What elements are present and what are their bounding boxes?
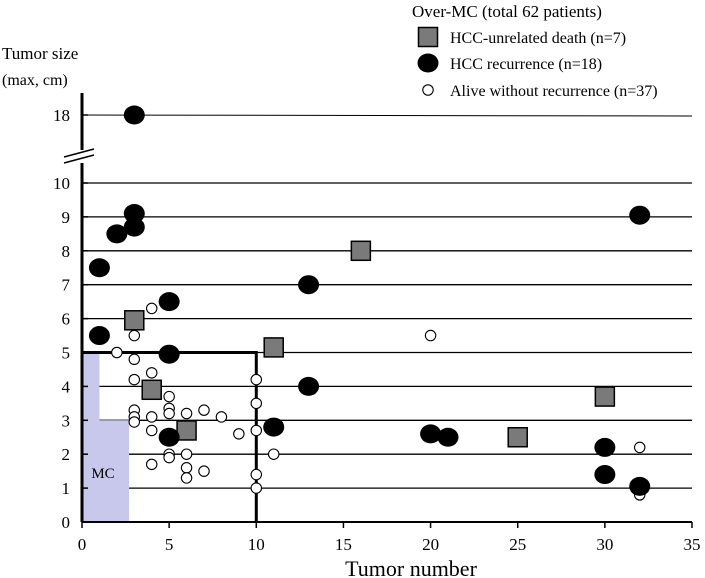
legend-label: HCC recurrence (n=18) [450, 56, 602, 73]
data-point [176, 420, 197, 441]
grid-line [81, 114, 693, 117]
data-point [145, 367, 158, 379]
data-point [633, 441, 646, 454]
data-point [263, 417, 285, 437]
data-point [158, 427, 180, 447]
over-mc-box [82, 351, 258, 522]
data-point [250, 482, 263, 494]
x-tick-label: 30 [596, 535, 613, 554]
data-point [163, 390, 175, 403]
data-point [123, 217, 145, 237]
legend-title: Over-MC (total 62 patients) [412, 2, 602, 21]
mc-region-layer [82, 351, 258, 522]
data-point [145, 424, 158, 437]
data-point [298, 376, 320, 396]
legend-label: Alive without recurrence (n=37) [450, 83, 658, 100]
data-point [629, 205, 651, 225]
data-point [594, 386, 616, 407]
data-point [180, 448, 193, 460]
mc-region [82, 352, 130, 522]
data-point [298, 275, 320, 295]
data-point [128, 329, 141, 342]
data-point [158, 292, 180, 312]
data-point [350, 240, 372, 262]
y-tick-label: 7 [62, 276, 71, 295]
x-tick-label: 10 [248, 535, 265, 554]
y-tick-label: 3 [62, 411, 71, 430]
data-point [198, 404, 210, 416]
data-point [250, 424, 263, 437]
y-tick-label: 1 [62, 479, 71, 498]
data-point [128, 373, 141, 386]
y-axis-label-line1: Tumor size [2, 44, 78, 63]
y-tick-label: 4 [62, 377, 71, 396]
y-axis-label-line2: (max, cm) [2, 72, 68, 89]
x-tick-label: 20 [422, 535, 439, 554]
data-point [263, 337, 284, 358]
x-tick-label: 15 [335, 535, 352, 554]
x-tick-label: 0 [78, 535, 87, 554]
y-tick-label: 2 [62, 445, 71, 464]
data-point [124, 310, 145, 331]
axis-break-mark [63, 148, 95, 158]
y-tick-label: 6 [62, 310, 71, 329]
axis-break-mark [63, 154, 95, 164]
legend-marker [417, 26, 439, 48]
tick-labels: 0 1 2 3 4 5 6 7 8 9 10 18 0 5 10 15 20 25 30 35 [53, 106, 701, 554]
y-tick-label: 18 [53, 106, 70, 125]
data-point [128, 353, 141, 366]
data-point [215, 411, 228, 423]
data-point [180, 407, 193, 420]
data-point [180, 462, 193, 474]
y-tick-label: 0 [62, 513, 71, 532]
x-tick-label: 35 [684, 535, 701, 554]
x-tick-label: 25 [509, 535, 526, 554]
data-point [106, 224, 128, 244]
axes [63, 93, 693, 528]
legend-marker [417, 53, 439, 73]
data-point [145, 458, 158, 471]
data-point [88, 258, 110, 278]
data-point [145, 302, 158, 315]
data-point [123, 204, 145, 224]
data-point [128, 416, 141, 428]
data-point [158, 344, 180, 364]
data-point [437, 427, 459, 447]
data-point [233, 428, 245, 440]
y-tick-label: 10 [53, 174, 70, 193]
data-point [145, 411, 158, 423]
data-point [198, 465, 210, 477]
data-point [88, 326, 110, 346]
data-point [424, 329, 437, 342]
legend-marker [422, 84, 434, 96]
data-point [141, 379, 162, 401]
data-point [594, 437, 616, 457]
data-point [629, 476, 651, 496]
data-point [163, 407, 175, 420]
data-point [163, 451, 175, 464]
data-point [420, 424, 442, 444]
data-point [594, 465, 616, 485]
data-point [250, 468, 263, 481]
data-point [250, 397, 263, 410]
data-point [180, 472, 193, 484]
legend: Over-MC (total 62 patients) HCC-unrelate… [412, 2, 658, 100]
data-point [267, 448, 280, 460]
y-tick-label: 5 [62, 344, 71, 363]
y-tick-label: 9 [62, 208, 71, 227]
data-point [507, 427, 528, 448]
x-axis-label: Tumor number [345, 556, 477, 578]
legend-label: HCC-unrelated death (n=7) [450, 30, 626, 47]
data-point [111, 346, 123, 359]
data-point [123, 105, 145, 125]
data-point [250, 373, 263, 386]
x-tick-label: 5 [165, 535, 174, 554]
y-tick-label: 8 [62, 242, 71, 261]
mc-region-label: MC [91, 466, 114, 482]
data-points [88, 105, 651, 501]
